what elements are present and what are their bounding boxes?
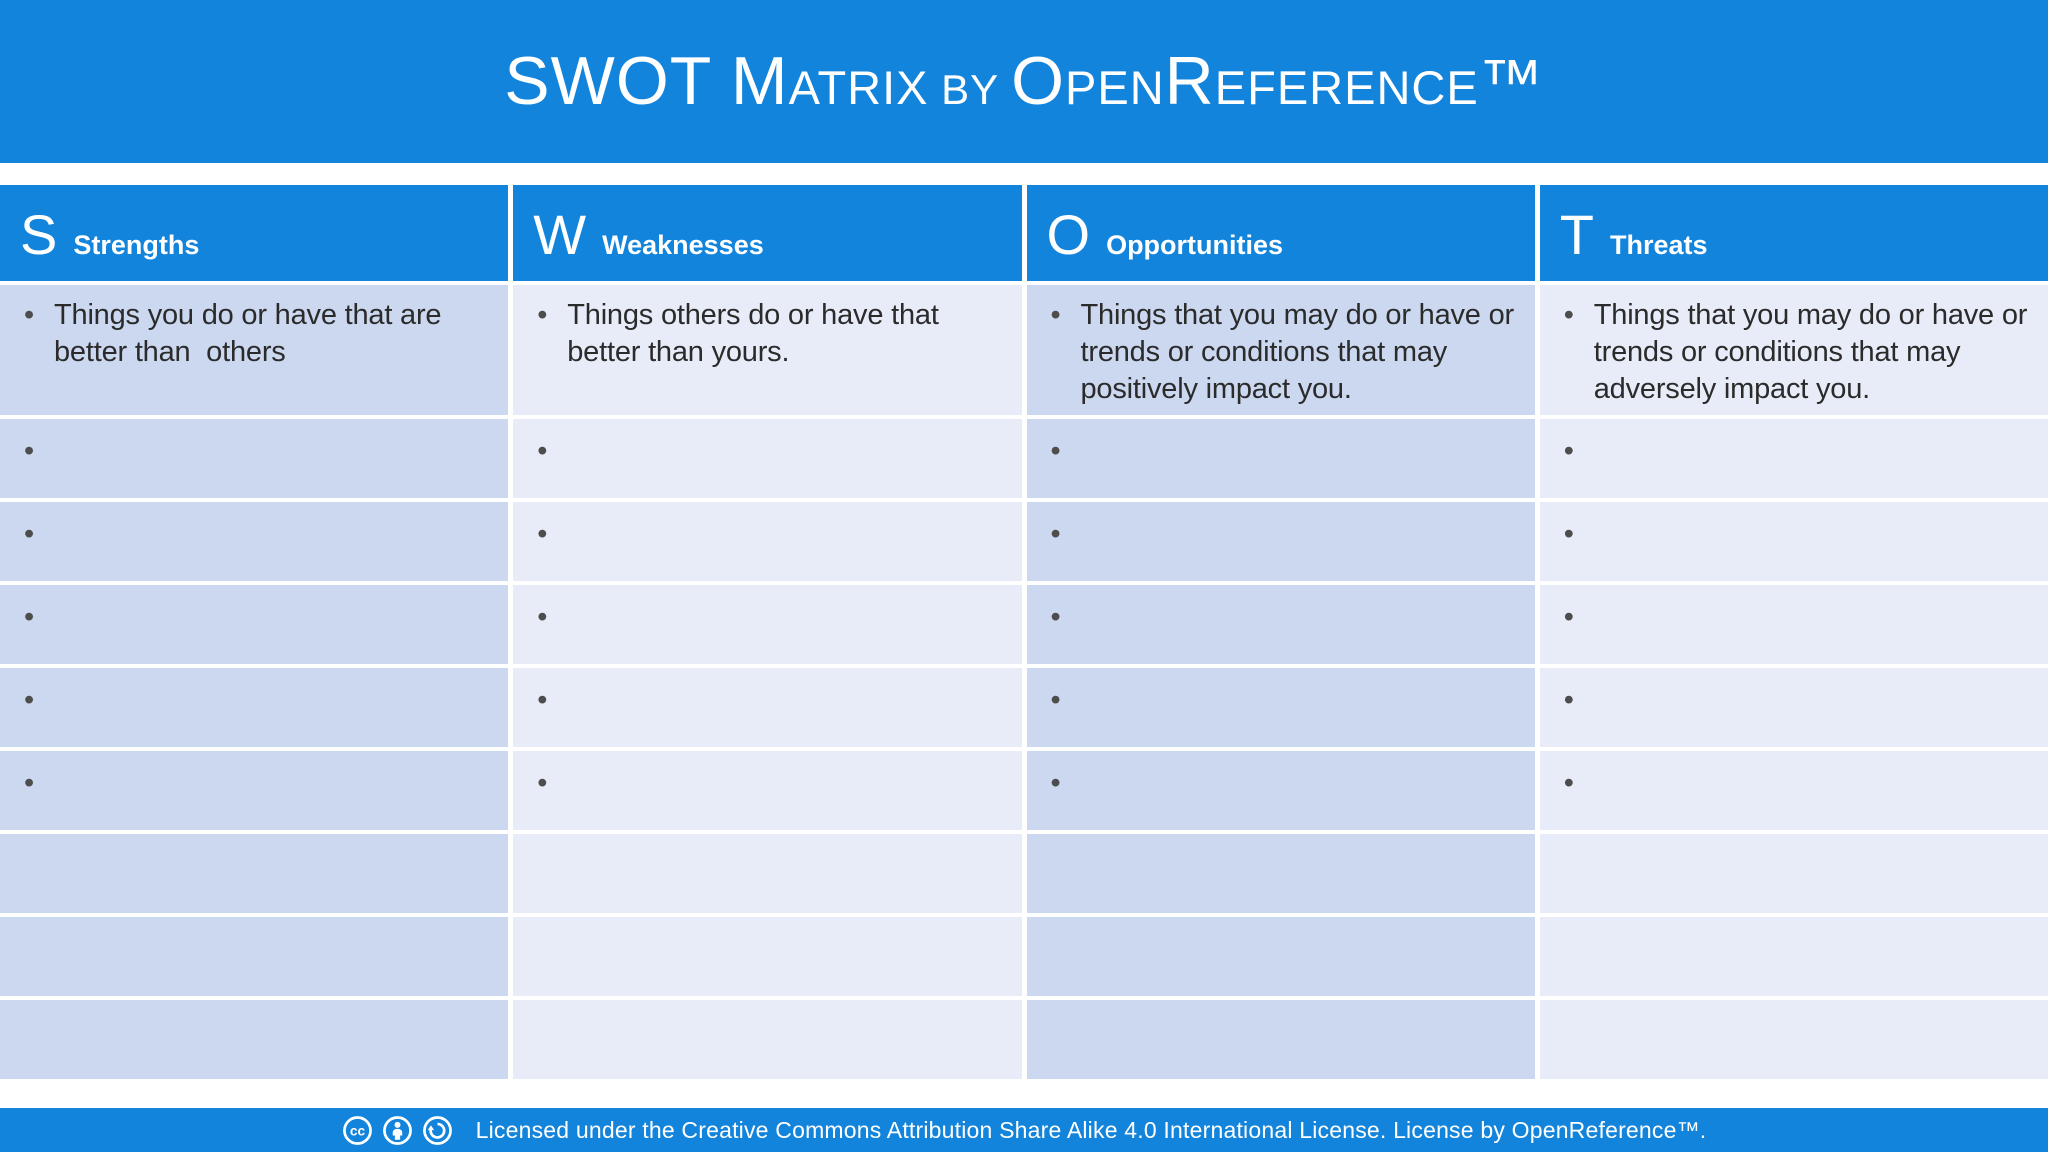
empty-cell — [513, 1000, 1022, 1079]
title-segment: SWOT M — [504, 43, 789, 119]
column-label: Opportunities — [1106, 230, 1284, 260]
bullet: • — [24, 601, 35, 633]
bullet: • — [1050, 299, 1061, 331]
column-header-threats: T Threats — [1539, 185, 2048, 281]
empty-cell: • — [0, 585, 509, 664]
description-cell-weaknesses: • Things others do or have that better t… — [513, 285, 1022, 415]
title-segment: O — [1011, 43, 1066, 119]
description-cell-opportunities: • Things that you may do or have or tren… — [1026, 285, 1535, 415]
title-bar: SWOT MATRIX BY OPENREFERENCE™ — [0, 0, 2048, 163]
title-segment: PEN — [1065, 61, 1165, 114]
column-letter: W — [533, 203, 587, 266]
empty-cell: • — [0, 668, 509, 747]
bullet: • — [1050, 601, 1061, 633]
bullet: • — [1563, 435, 1574, 467]
empty-cell: • — [1026, 751, 1535, 830]
empty-cell: • — [1026, 502, 1535, 581]
empty-cell: • — [1026, 419, 1535, 498]
bullet: • — [537, 601, 548, 633]
bullet: • — [1563, 684, 1574, 716]
svg-text:cc: cc — [349, 1123, 365, 1138]
bullet: • — [1050, 767, 1061, 799]
empty-cell: • — [1539, 585, 2048, 664]
empty-cell: • — [1539, 419, 2048, 498]
bullet: • — [1050, 684, 1061, 716]
empty-cell: • — [513, 585, 1022, 664]
empty-cell: • — [513, 502, 1022, 581]
cc-icon: cc — [342, 1115, 373, 1146]
empty-cell: • — [1026, 668, 1535, 747]
title-segment: R — [1164, 43, 1215, 119]
empty-cell — [1539, 834, 2048, 913]
attribution-icon — [382, 1115, 413, 1146]
description-text: Things that you may do or have or trends… — [1080, 299, 1522, 405]
bullet: • — [1563, 601, 1574, 633]
empty-cell: • — [0, 502, 509, 581]
share-alike-icon — [422, 1115, 453, 1146]
swot-grid: S Strengths W Weaknesses O Opportunities… — [0, 185, 2048, 1079]
bullet: • — [1563, 767, 1574, 799]
description-text: Things you do or have that are better th… — [54, 299, 450, 368]
empty-cell: • — [1539, 668, 2048, 747]
description-text: Things that you may do or have or trends… — [1593, 299, 2036, 405]
bullet: • — [1563, 299, 1574, 331]
column-header-strengths: S Strengths — [0, 185, 509, 281]
empty-cell: • — [513, 751, 1022, 830]
column-letter: S — [20, 203, 58, 266]
column-header-weaknesses: W Weaknesses — [513, 185, 1022, 281]
empty-cell — [0, 917, 509, 996]
trademark-symbol: ™ — [1478, 46, 1544, 118]
column-label: Strengths — [73, 230, 200, 260]
empty-cell — [1539, 917, 2048, 996]
empty-cell: • — [513, 668, 1022, 747]
empty-cell — [1026, 1000, 1535, 1079]
empty-cell — [513, 917, 1022, 996]
empty-cell — [513, 834, 1022, 913]
description-cell-threats: • Things that you may do or have or tren… — [1539, 285, 2048, 415]
bullet: • — [537, 767, 548, 799]
empty-cell: • — [0, 419, 509, 498]
empty-cell: • — [1026, 585, 1535, 664]
empty-cell — [1026, 917, 1535, 996]
license-text: Licensed under the Creative Commons Attr… — [475, 1116, 1707, 1143]
empty-cell — [1026, 834, 1535, 913]
empty-cell — [1539, 1000, 2048, 1079]
empty-cell: • — [513, 419, 1022, 498]
empty-cell: • — [1539, 751, 2048, 830]
column-label: Threats — [1609, 230, 1708, 260]
column-header-opportunities: O Opportunities — [1026, 185, 1535, 281]
bullet: • — [1050, 435, 1061, 467]
empty-cell: • — [1539, 502, 2048, 581]
empty-cell: • — [0, 751, 509, 830]
title-segment: ATRIX — [788, 61, 929, 114]
bullet: • — [24, 299, 35, 331]
title-segment: BY — [928, 66, 1012, 113]
bullet: • — [537, 518, 548, 550]
bullet: • — [24, 684, 35, 716]
empty-cell — [0, 834, 509, 913]
bullet: • — [1563, 518, 1574, 550]
page-title: SWOT MATRIX BY OPENREFERENCE™ — [0, 0, 2048, 175]
bullet: • — [537, 299, 548, 331]
title-segment: EFERENCE — [1214, 61, 1479, 114]
column-letter: O — [1046, 203, 1091, 266]
bullet: • — [537, 684, 548, 716]
column-letter: T — [1559, 203, 1594, 266]
bullet: • — [537, 435, 548, 467]
bullet: • — [24, 435, 35, 467]
description-text: Things others do or have that better tha… — [567, 299, 947, 368]
empty-cell — [0, 1000, 509, 1079]
bullet: • — [24, 518, 35, 550]
column-label: Weaknesses — [602, 230, 764, 260]
footer-bar: cc Licensed under the Creative Commons A… — [0, 1108, 2048, 1152]
bullet: • — [1050, 518, 1061, 550]
description-cell-strengths: • Things you do or have that are better … — [0, 285, 509, 415]
bullet: • — [24, 767, 35, 799]
